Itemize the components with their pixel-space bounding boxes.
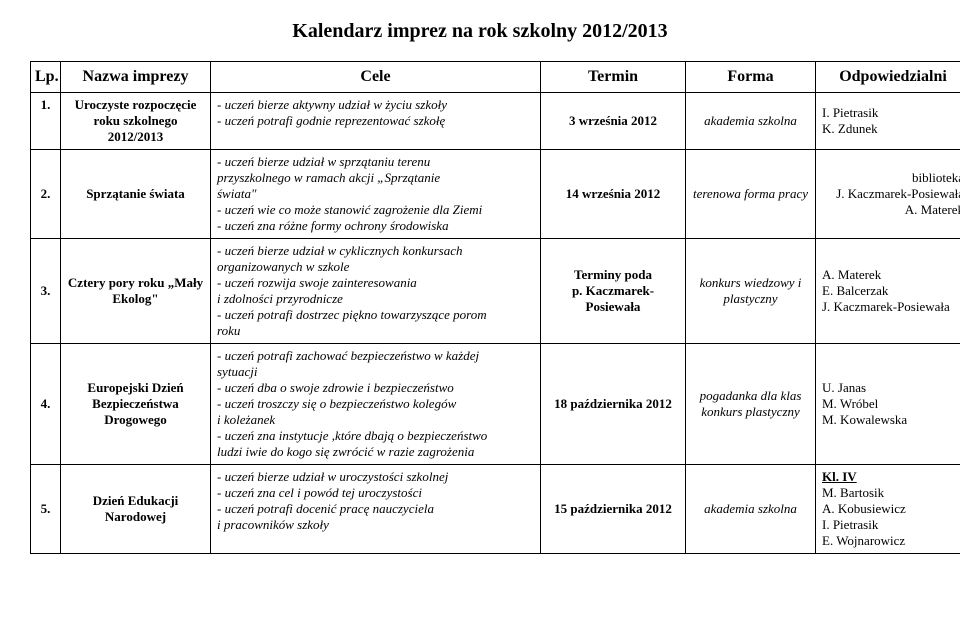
col-header-forma: Forma <box>686 62 816 93</box>
cell-termin: 15 października 2012 <box>541 465 686 554</box>
table-header-row: Lp. Nazwa imprezy Cele Termin Forma Odpo… <box>31 62 960 93</box>
table-row: 2. Sprzątanie świata - uczeń bierze udzi… <box>31 150 960 239</box>
col-header-cele: Cele <box>211 62 541 93</box>
table-row: 5. Dzień Edukacji Narodowej - uczeń bier… <box>31 465 960 554</box>
cell-forma: akademia szkolna <box>686 465 816 554</box>
cell-forma: akademia szkolna <box>686 93 816 150</box>
col-header-name: Nazwa imprezy <box>61 62 211 93</box>
cell-odp: U. JanasM. WróbelM. Kowalewska <box>816 344 960 465</box>
cell-cele: - uczeń bierze aktywny udział w życiu sz… <box>211 93 541 150</box>
cell-lp: 5. <box>31 465 61 554</box>
cell-odp: A. MaterekE. BalcerzakJ. Kaczmarek-Posie… <box>816 239 960 344</box>
odp-prefix: Kl. IV <box>822 469 857 484</box>
page-title: Kalendarz imprez na rok szkolny 2012/201… <box>30 20 930 43</box>
table-row: 4. Europejski Dzień Bezpieczeństwa Drogo… <box>31 344 960 465</box>
cell-forma: terenowa forma pracy <box>686 150 816 239</box>
cell-termin: 18 października 2012 <box>541 344 686 465</box>
cell-odp: Kl. IV M. BartosikA. KobusiewiczI. Pietr… <box>816 465 960 554</box>
cell-forma: pogadanka dla klas konkurs plastyczny <box>686 344 816 465</box>
cell-name: Cztery pory roku „Mały Ekolog" <box>61 239 211 344</box>
cell-lp: 1. <box>31 93 61 150</box>
cell-lp: 4. <box>31 344 61 465</box>
cell-cele: - uczeń bierze udział w sprzątaniu teren… <box>211 150 541 239</box>
cell-cele: - uczeń bierze udział w cyklicznych konk… <box>211 239 541 344</box>
cell-name: Sprzątanie świata <box>61 150 211 239</box>
col-header-odp: Odpowiedzialni <box>816 62 960 93</box>
cell-cele: - uczeń potrafi zachować bezpieczeństwo … <box>211 344 541 465</box>
cell-termin: Terminy podap. Kaczmarek-Posiewała <box>541 239 686 344</box>
cell-lp: 2. <box>31 150 61 239</box>
cell-termin: 14 września 2012 <box>541 150 686 239</box>
cell-cele: - uczeń bierze udział w uroczystości szk… <box>211 465 541 554</box>
col-header-lp: Lp. <box>31 62 61 93</box>
table-row: 3. Cztery pory roku „Mały Ekolog" - ucze… <box>31 239 960 344</box>
cell-lp: 3. <box>31 239 61 344</box>
cell-name: Europejski Dzień Bezpieczeństwa Drogoweg… <box>61 344 211 465</box>
events-table: Lp. Nazwa imprezy Cele Termin Forma Odpo… <box>30 61 960 554</box>
cell-termin: 3 września 2012 <box>541 93 686 150</box>
cell-odp: I. PietrasikK. Zdunek <box>816 93 960 150</box>
cell-name: Uroczyste rozpoczęcie roku szkolnego 201… <box>61 93 211 150</box>
table-row: 1. Uroczyste rozpoczęcie roku szkolnego … <box>31 93 960 150</box>
cell-forma: konkurs wiedzowy i plastyczny <box>686 239 816 344</box>
cell-name: Dzień Edukacji Narodowej <box>61 465 211 554</box>
col-header-termin: Termin <box>541 62 686 93</box>
cell-odp: bibliotekaJ. Kaczmarek-PosiewałaA. Mater… <box>816 150 960 239</box>
odp-list: M. BartosikA. KobusiewiczI. PietrasikE. … <box>822 485 906 548</box>
